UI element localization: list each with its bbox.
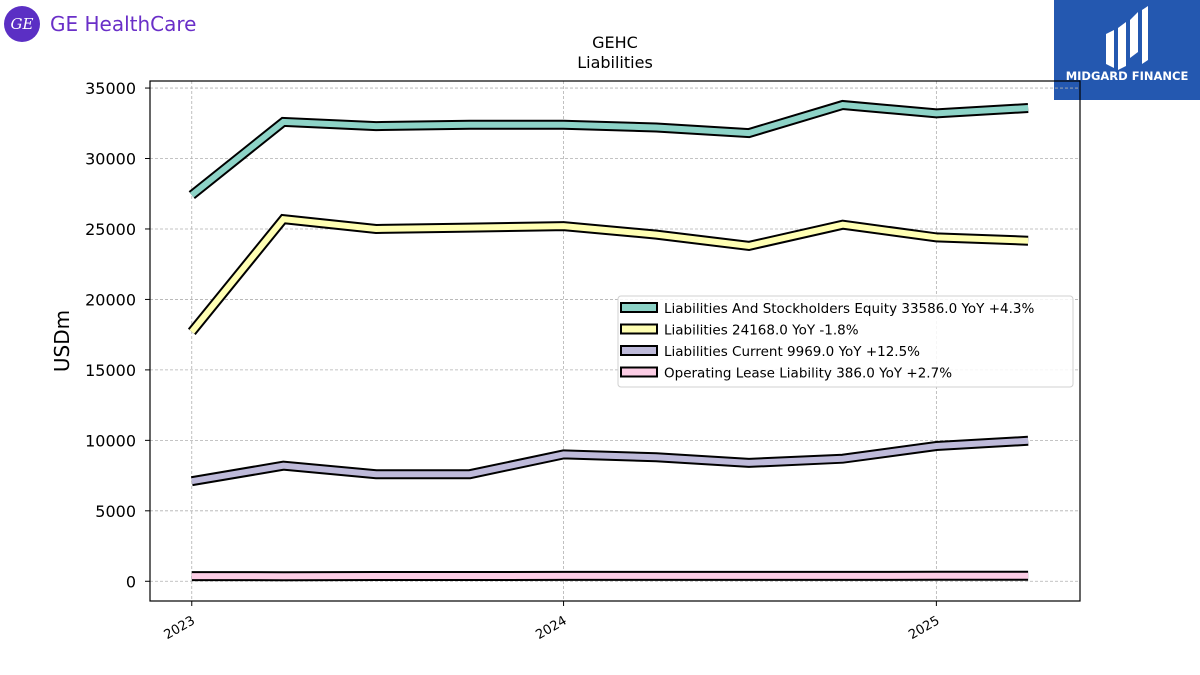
- legend-label: Liabilities 24168.0 YoY -1.8%: [664, 323, 859, 339]
- x-tick-label: 2023: [162, 613, 198, 643]
- x-tick-label: 2024: [533, 613, 569, 643]
- y-tick-label: 25000: [85, 220, 136, 239]
- legend-label: Liabilities Current 9969.0 YoY +12.5%: [664, 344, 920, 360]
- midgard-mark-icon: [1106, 6, 1148, 70]
- legend-label: Liabilities And Stockholders Equity 3358…: [664, 301, 1034, 317]
- legend-box: [617, 295, 1074, 388]
- y-tick-label: 30000: [85, 150, 136, 169]
- legend-swatch: [620, 366, 658, 378]
- midgard-finance-wordmark: MIDGARD FINANCE: [1065, 69, 1189, 83]
- series-line: [188, 99, 1029, 200]
- y-tick-label: 5000: [95, 502, 136, 521]
- series-line-outline: [188, 99, 1029, 200]
- chart-title: GEHC: [592, 33, 638, 52]
- ge-healthcare-logo: GE GE HealthCare: [4, 4, 196, 44]
- ge-healthcare-wordmark: GE HealthCare: [50, 12, 197, 36]
- y-axis-ticks: 0 5000 10000 15000 20000 25000 30000 35000: [85, 79, 150, 591]
- y-tick-label: 35000: [85, 79, 136, 98]
- legend-swatch: [620, 323, 658, 335]
- plot-frame: [149, 80, 1081, 602]
- y-tick-label: 15000: [85, 361, 136, 380]
- x-tick-label: 2025: [906, 613, 942, 643]
- legend-swatch: [620, 302, 658, 313]
- chart-subtitle: Liabilities: [577, 53, 653, 72]
- series-line-fill: [191, 437, 1029, 485]
- series-line: [190, 435, 1029, 487]
- y-axis-label: USDm: [50, 310, 74, 372]
- series-line: [187, 213, 1029, 335]
- series-line-fill: [189, 215, 1029, 334]
- legend-label: Operating Lease Liability 386.0 YoY +2.7…: [664, 366, 952, 382]
- midgard-finance-logo: MIDGARD FINANCE: [1054, 0, 1200, 100]
- y-tick-label: 10000: [85, 431, 136, 450]
- legend-swatch: [620, 345, 658, 356]
- ge-monogram-icon: GE: [4, 6, 40, 42]
- series-line-outline: [190, 435, 1029, 487]
- series-lines: [187, 99, 1029, 582]
- y-tick-label: 20000: [85, 290, 136, 309]
- legend: Liabilities And Stockholders Equity 3358…: [617, 295, 1074, 388]
- series-line-fill: [189, 101, 1029, 198]
- y-tick-label: 0: [126, 572, 136, 591]
- x-axis-ticks: 2023 2024 2025: [162, 601, 942, 643]
